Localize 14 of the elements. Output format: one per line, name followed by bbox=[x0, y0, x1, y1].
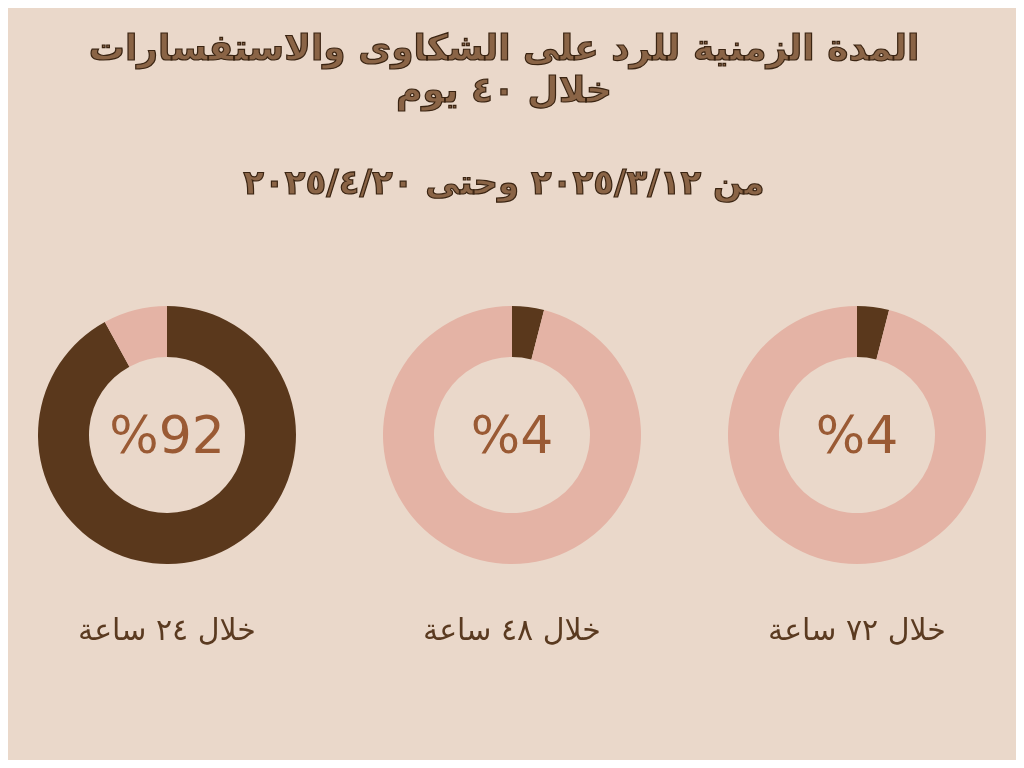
donut-slice bbox=[383, 306, 641, 564]
text: خلال ٤٨ ساعة bbox=[423, 612, 601, 647]
donut-slice bbox=[38, 306, 296, 564]
text: خلال ٢٤ ساعة bbox=[78, 612, 256, 647]
donut-slice bbox=[512, 306, 545, 360]
text: خلال ٧٢ ساعة bbox=[768, 612, 946, 647]
text: المدة الزمنية للرد على الشكاوى والاستفسارات خلال ٤٠ يوم bbox=[88, 27, 920, 111]
donut-slice bbox=[728, 306, 986, 564]
data-label: %4 bbox=[815, 405, 899, 465]
donut-slice bbox=[104, 306, 167, 367]
text: من ٢٠٢٥/٣/١٢ وحتى ٢٠٢٥/٤/٢٠ bbox=[243, 162, 765, 203]
donut-slice bbox=[857, 306, 890, 360]
data-label: %4 bbox=[470, 405, 554, 465]
data-label: %92 bbox=[109, 405, 225, 465]
